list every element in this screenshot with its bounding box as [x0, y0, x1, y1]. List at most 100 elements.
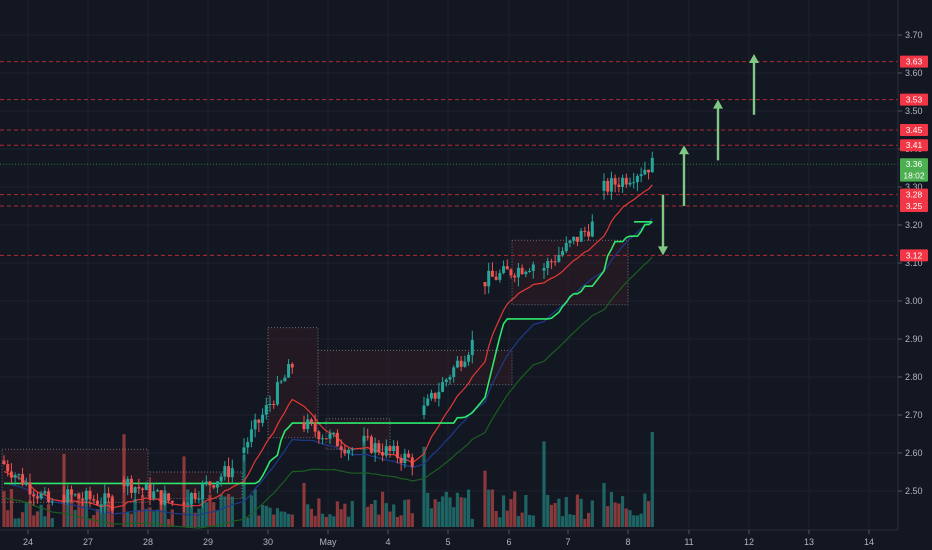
volume-bar — [253, 489, 257, 527]
volume-bar — [557, 498, 561, 527]
volume-bar — [246, 517, 250, 527]
volume-bar — [613, 502, 617, 527]
volume-bar — [95, 509, 100, 527]
candle-body — [467, 354, 471, 362]
volume-bar — [73, 509, 77, 527]
candle-body — [643, 169, 647, 175]
candle-body — [279, 381, 283, 383]
candle-body — [343, 449, 347, 454]
candle-body — [223, 466, 227, 477]
price-level-badge-bg — [900, 188, 928, 201]
candle-body — [219, 476, 223, 482]
volume-bar — [426, 492, 430, 527]
time-tick-label: 30 — [263, 537, 273, 547]
volume-bar — [257, 515, 261, 527]
volume-bar — [283, 511, 287, 527]
volume-bar — [137, 510, 141, 527]
candle-body — [549, 261, 553, 263]
candle-body — [373, 443, 377, 453]
volume-bar — [13, 518, 17, 527]
candle-body — [155, 490, 159, 492]
volume-bar — [279, 511, 283, 527]
candle-body — [148, 484, 152, 499]
volume-bar — [560, 516, 565, 527]
volume-bar — [403, 499, 407, 527]
volume-bar — [564, 497, 568, 527]
candle-body — [24, 482, 28, 485]
candle-body — [407, 453, 411, 458]
candle-body — [606, 180, 610, 192]
price-tick-label: 2.70 — [905, 410, 923, 420]
volume-bar — [609, 491, 614, 527]
volume-bar — [43, 516, 47, 527]
candle-body — [437, 391, 441, 399]
price-tick-label: 3.50 — [905, 106, 923, 116]
candle-body — [332, 432, 336, 434]
candle-body — [290, 363, 294, 368]
candle-body — [395, 445, 399, 458]
price-axis[interactable]: 3.703.603.503.403.303.203.103.002.902.80… — [898, 30, 923, 496]
candle-body — [362, 436, 366, 442]
candle-body — [13, 475, 17, 478]
volume-bar — [546, 494, 550, 527]
candle-body — [167, 493, 171, 501]
candle-body — [230, 468, 234, 478]
grid — [0, 0, 898, 530]
volume-bar — [433, 499, 437, 527]
candle-body — [609, 178, 613, 192]
candle-body — [193, 492, 197, 500]
candle-body — [62, 494, 66, 503]
time-tick-label: May — [319, 537, 337, 547]
candle-body — [84, 490, 88, 500]
volume-bar — [144, 508, 148, 527]
candle-body — [103, 493, 107, 505]
price-tick-label: 2.60 — [905, 448, 923, 458]
candle-body — [459, 360, 463, 367]
candle-body — [410, 457, 414, 467]
candle-body — [287, 363, 291, 378]
candle-body — [81, 498, 85, 500]
candle-body — [429, 392, 433, 399]
candle-body — [587, 231, 591, 237]
volume-bar — [494, 511, 498, 527]
volume-bar — [339, 509, 343, 527]
volume-bar — [302, 482, 306, 527]
volume-bar — [650, 432, 654, 527]
candle-body — [639, 174, 643, 177]
candle-body — [403, 453, 407, 463]
volume-bar — [290, 514, 294, 527]
candle-body — [524, 271, 528, 275]
volume-bar — [632, 515, 636, 527]
volume-bar — [516, 516, 521, 527]
candle-body — [575, 236, 579, 242]
time-tick-label: 8 — [625, 537, 630, 547]
volume-bar — [320, 513, 325, 527]
volume-bar — [575, 494, 580, 527]
volume-bar — [182, 456, 186, 527]
volume-bar — [606, 506, 610, 527]
volume-bar — [487, 489, 491, 527]
candle-body — [392, 445, 396, 451]
candles — [2, 151, 654, 514]
time-tick-label: 12 — [744, 537, 754, 547]
time-axis[interactable]: 24 27 28 29 30 May 4 5 6 7 8 11 12 13 14 — [23, 530, 874, 547]
candle-body — [227, 466, 231, 478]
volume-bar — [66, 498, 70, 527]
candle-body — [21, 474, 25, 485]
candle-body — [32, 494, 36, 497]
volume-bar — [586, 512, 591, 527]
price-tick-label: 3.10 — [905, 258, 923, 268]
volume-bar — [39, 504, 43, 527]
volume-bar — [422, 446, 426, 527]
candle-body — [422, 405, 426, 415]
candle-body — [261, 414, 265, 423]
candle-body — [520, 267, 524, 275]
volume-bar — [223, 496, 227, 527]
price-level-badge: 3.53 — [906, 95, 923, 105]
volume-bar — [572, 514, 576, 527]
candle-body — [272, 404, 276, 406]
volume-bar — [272, 514, 276, 527]
candle-body — [579, 230, 583, 242]
candle-body — [249, 429, 253, 442]
